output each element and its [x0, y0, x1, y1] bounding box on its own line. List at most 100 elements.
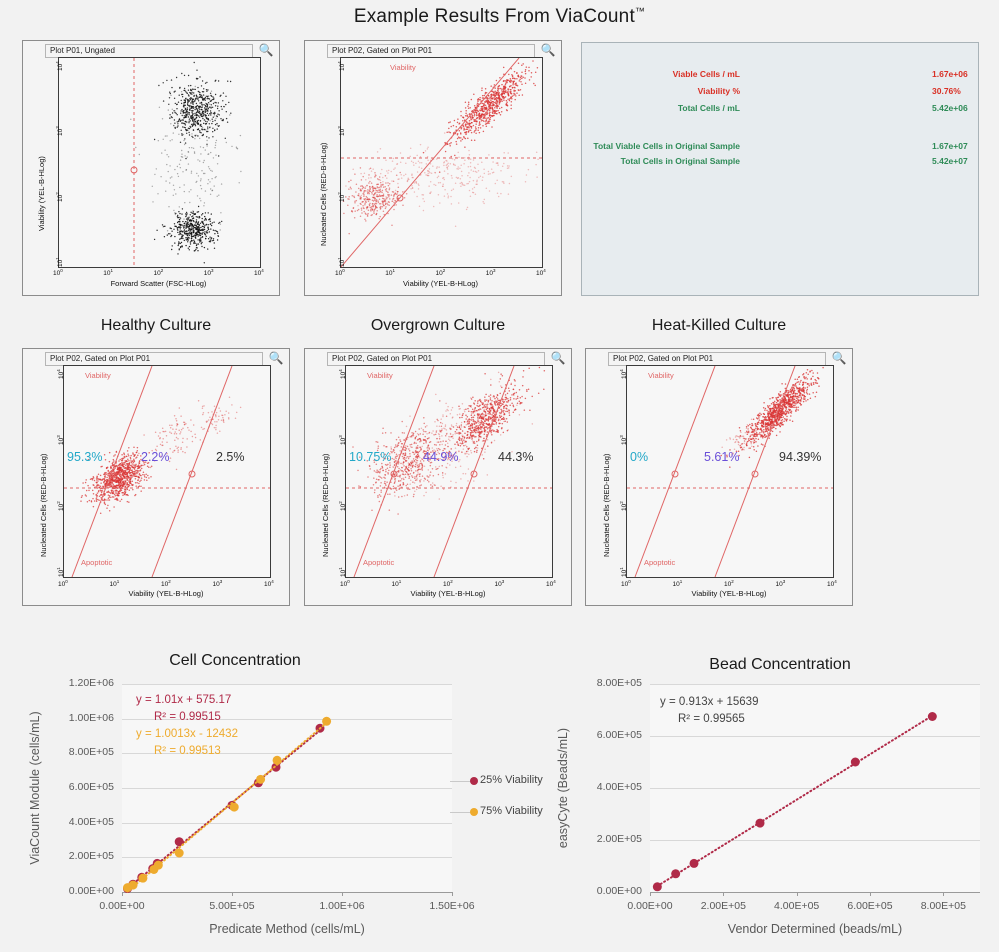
- culture-plot-canvas[interactable]: [345, 365, 553, 578]
- legend-swatch: [470, 777, 478, 785]
- zoom-in-icon[interactable]: 🔍: [538, 43, 558, 57]
- culture-percent-dead: 2.5%: [216, 450, 245, 464]
- zoom-in-icon[interactable]: 🔍: [256, 43, 276, 57]
- culture-plot-header: Plot P02, Gated on Plot P01: [45, 352, 263, 366]
- flow-plot-p01-xlabel: Forward Scatter (FSC-HLog): [58, 279, 259, 288]
- zoom-in-icon[interactable]: 🔍: [548, 351, 568, 365]
- axis-tick-y: 103: [56, 435, 65, 445]
- axis-tick-y: 101: [337, 257, 346, 267]
- data-point: [230, 803, 239, 812]
- axis-tick-y: 104: [337, 61, 346, 71]
- flow-plot-p02-ylabel: Nucleated Cells (RED-B-HLog): [319, 143, 328, 246]
- culture-percent-apoptotic: 5.61%: [704, 450, 739, 464]
- axis-tick-x: 102: [154, 268, 164, 277]
- data-point: [671, 869, 680, 878]
- culture-percent-apoptotic: 2.2%: [141, 450, 170, 464]
- data-point: [322, 717, 331, 726]
- zoom-in-icon[interactable]: 🔍: [829, 351, 849, 365]
- culture-plot-tools[interactable]: 🔍: [548, 351, 568, 365]
- axis-tick-y: 102: [619, 501, 628, 511]
- axis-tick-y: 103: [55, 127, 64, 137]
- axis-tick-x: 100: [58, 579, 68, 588]
- flow-plot-p02-gate-viability: Viability: [390, 63, 416, 72]
- culture-plot-tools[interactable]: 🔍: [829, 351, 849, 365]
- culture-plot-canvas[interactable]: [63, 365, 271, 578]
- results-row: Viability %30.76%: [582, 86, 978, 99]
- axis-tick-x: 102: [443, 579, 453, 588]
- data-point: [690, 859, 699, 868]
- trademark-symbol: ™: [635, 7, 645, 18]
- gate-label-apoptotic: Apoptotic: [81, 558, 112, 567]
- flow-plot-p02-svg: [341, 58, 542, 267]
- axis-tick-y: 104: [338, 369, 347, 379]
- flow-plot-p01-header: Plot P01, Ungated: [45, 44, 253, 58]
- gate-label-viability: Viability: [85, 371, 111, 380]
- legend-line: [450, 781, 472, 782]
- culture-percent-viable: 10.75%: [349, 450, 391, 464]
- axis-tick-y: 104: [619, 369, 628, 379]
- data-point: [928, 712, 937, 721]
- data-point: [756, 819, 765, 828]
- trendline-equation: y = 1.01x + 575.17: [136, 694, 231, 706]
- culture-plot-header: Plot P02, Gated on Plot P01: [327, 352, 545, 366]
- axis-tick-y: 101: [338, 567, 347, 577]
- culture-plot-canvas[interactable]: [626, 365, 834, 578]
- culture-percent-apoptotic: 44.9%: [423, 450, 458, 464]
- zoom-in-icon[interactable]: 🔍: [266, 351, 286, 365]
- flow-plot-p01-canvas[interactable]: [58, 57, 261, 268]
- data-point: [175, 849, 184, 858]
- results-row-value: 1.67e+07: [932, 141, 968, 151]
- flow-plot-p01[interactable]: Plot P01, Ungated 🔍 Viability (YEL-B-HLo…: [22, 40, 280, 296]
- results-row-value: 5.42e+07: [932, 156, 968, 166]
- data-point: [129, 881, 138, 890]
- gate-label-apoptotic: Apoptotic: [644, 558, 675, 567]
- culture-plot-2[interactable]: Plot P02, Gated on Plot P01🔍0%5.61%94.39…: [585, 348, 853, 606]
- flow-plot-p01-tools[interactable]: 🔍: [256, 43, 276, 57]
- page-title-text: Example Results From ViaCount: [354, 6, 635, 27]
- axis-tick-x: 104: [546, 579, 556, 588]
- data-point: [154, 861, 163, 870]
- culture-plot-ylabel: Nucleated Cells (RED-B-HLog): [39, 454, 48, 557]
- culture-plot-xlabel: Viability (YEL-B-HLog): [345, 589, 551, 598]
- culture-title-healthy: Healthy Culture: [22, 317, 290, 335]
- flow-plot-p02-tools[interactable]: 🔍: [538, 43, 558, 57]
- trendline-equation: R² = 0.99565: [678, 713, 745, 725]
- culture-plot-1[interactable]: Plot P02, Gated on Plot P01🔍10.75%44.9%4…: [304, 348, 572, 606]
- data-point: [256, 775, 265, 784]
- axis-tick-y: 101: [56, 567, 65, 577]
- axis-tick-y: 102: [338, 501, 347, 511]
- results-row-value: 30.76%: [932, 86, 961, 96]
- culture-title-heatkilled: Heat-Killed Culture: [585, 317, 853, 335]
- culture-plot-0[interactable]: Plot P02, Gated on Plot P01🔍95.3%2.2%2.5…: [22, 348, 290, 606]
- axis-tick-x: 101: [103, 268, 113, 277]
- axis-tick-x: 101: [392, 579, 402, 588]
- trendline-equation: R² = 0.99515: [154, 711, 221, 723]
- flow-plot-p02-canvas[interactable]: [340, 57, 543, 268]
- culture-plot-svg: [64, 366, 270, 577]
- culture-plot-ylabel: Nucleated Cells (RED-B-HLog): [321, 454, 330, 557]
- axis-tick-y: 104: [55, 61, 64, 71]
- trendline-equation: y = 0.913x + 15639: [660, 696, 758, 708]
- flow-plot-p02[interactable]: Plot P02, Gated on Plot P01 🔍 Viability …: [304, 40, 562, 296]
- axis-tick-x: 103: [776, 579, 786, 588]
- axis-tick-x: 103: [204, 268, 214, 277]
- legend-label: 75% Viability: [480, 805, 543, 817]
- culture-plot-tools[interactable]: 🔍: [266, 351, 286, 365]
- axis-tick-y: 103: [338, 435, 347, 445]
- axis-tick-y: 102: [337, 192, 346, 202]
- gate-label-viability: Viability: [367, 371, 393, 380]
- culture-plot-xlabel: Viability (YEL-B-HLog): [626, 589, 832, 598]
- axis-tick-x: 103: [213, 579, 223, 588]
- culture-percent-dead: 94.39%: [779, 450, 821, 464]
- results-row-label: Viable Cells / mL: [673, 69, 740, 79]
- series-layer: [545, 652, 995, 952]
- axis-tick-x: 104: [254, 268, 264, 277]
- legend-line: [450, 812, 472, 813]
- axis-tick-x: 100: [53, 268, 63, 277]
- flow-plot-p02-header: Plot P02, Gated on Plot P01: [327, 44, 535, 58]
